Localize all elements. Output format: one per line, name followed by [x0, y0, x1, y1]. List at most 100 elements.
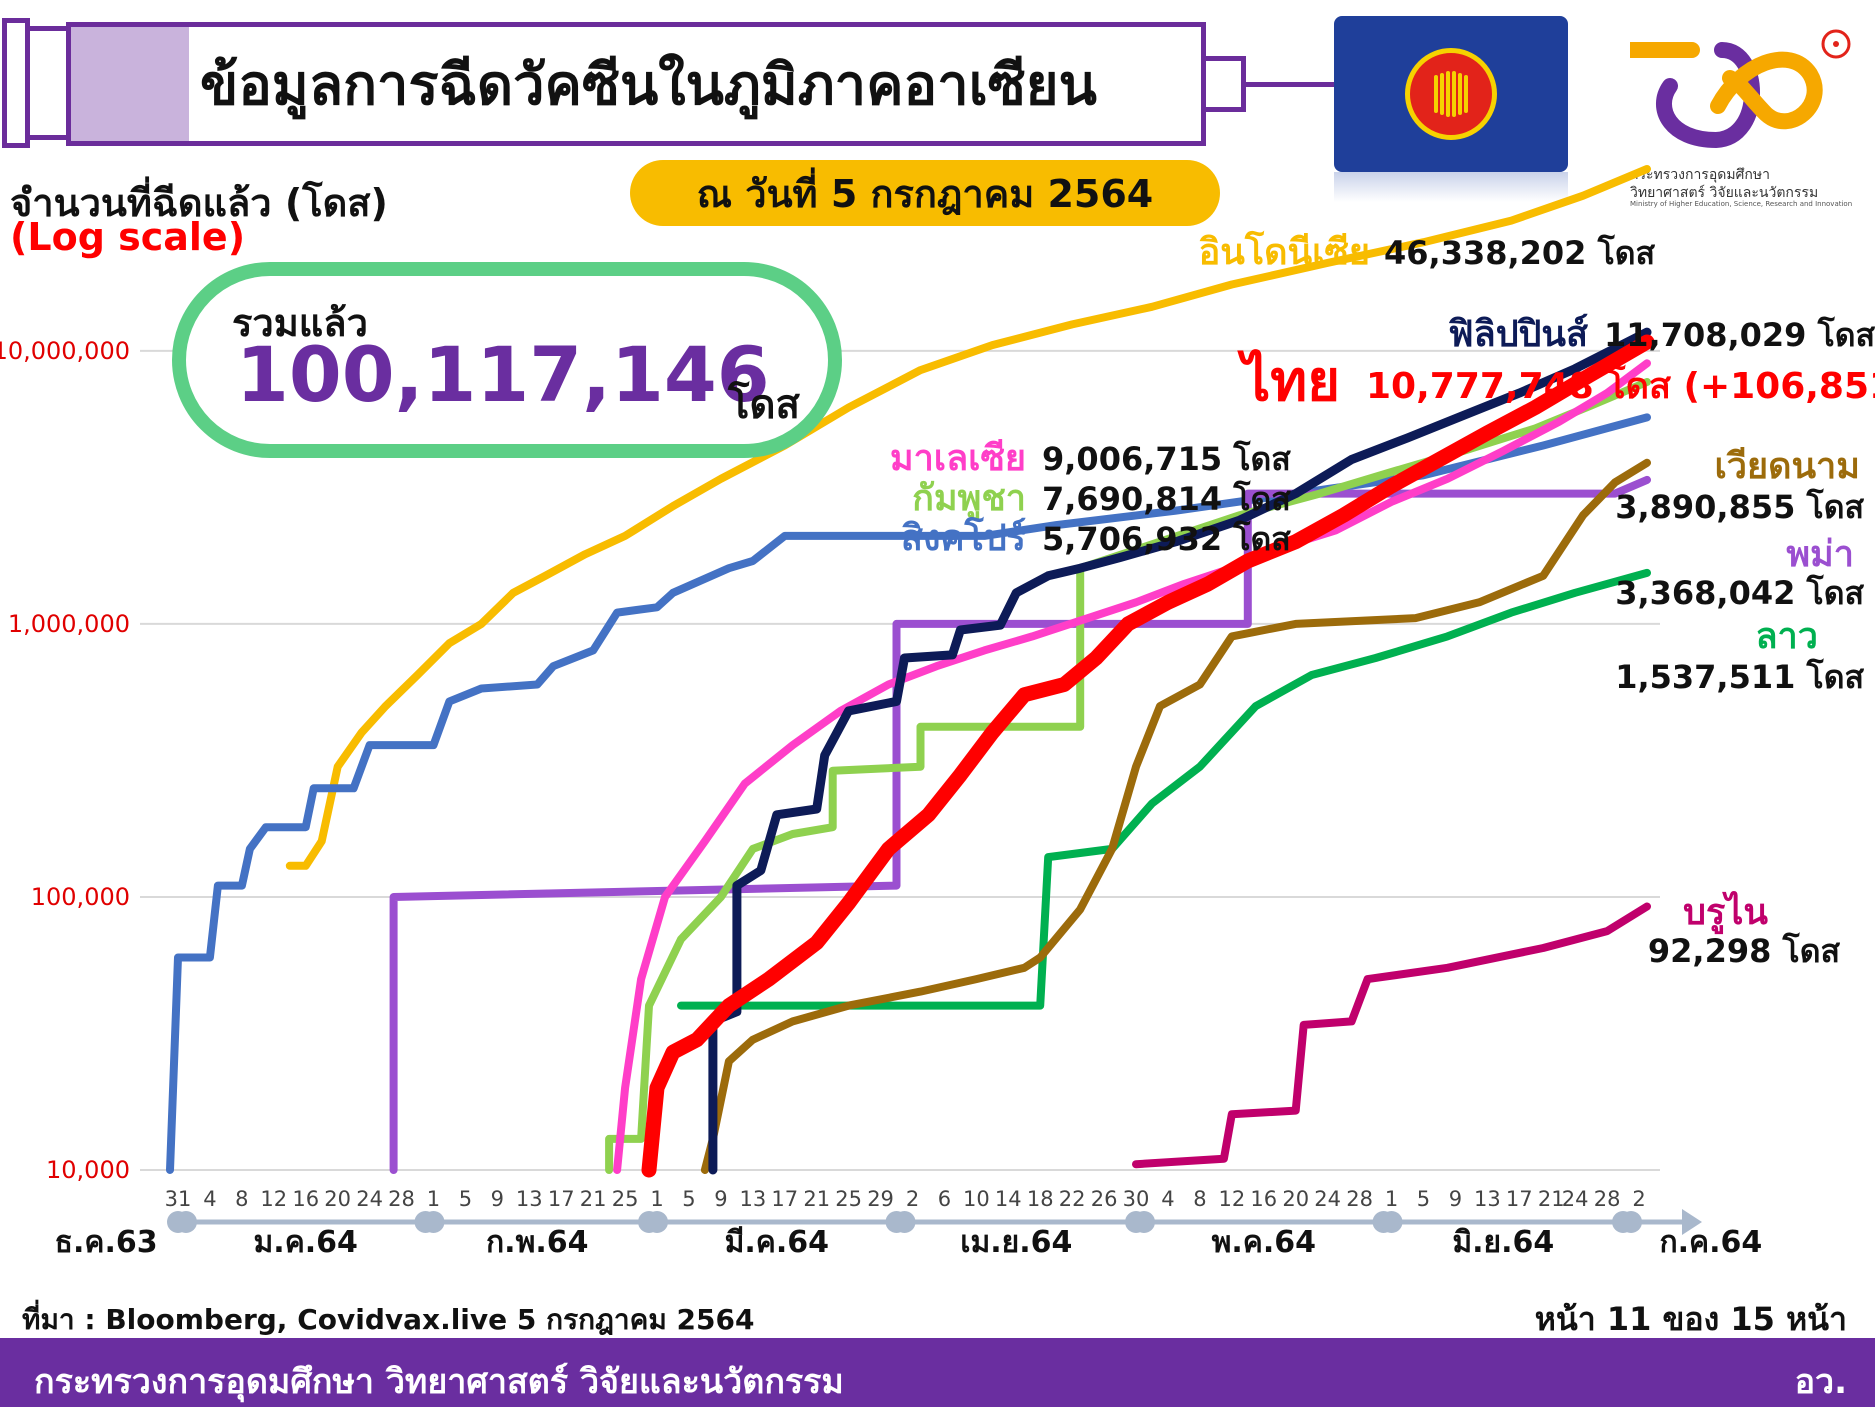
x-tick-label: 12 [1218, 1187, 1245, 1211]
x-tick-label: 1 [427, 1187, 440, 1211]
x-tick-label: 9 [714, 1187, 727, 1211]
x-tick-label: 21 [1538, 1187, 1565, 1211]
x-tick-label: 28 [1594, 1187, 1621, 1211]
month-boundary-dot [1380, 1211, 1403, 1233]
x-tick-label: 16 [1250, 1187, 1277, 1211]
footer-abbr: อว. [1794, 1362, 1847, 1402]
series-line [285, 165, 1651, 870]
month-label: ก.พ.64 [486, 1225, 588, 1260]
month-label: ม.ค.64 [254, 1225, 358, 1260]
month-boundary-dot [174, 1211, 197, 1233]
month-boundary-dot [893, 1211, 916, 1233]
source-note: ที่มา : Bloomberg, Covidvax.live 5 กรกฎา… [22, 1303, 755, 1336]
x-tick-label: 16 [292, 1187, 319, 1211]
series-name-label: กัมพูชา [912, 478, 1026, 521]
series-value-label: 3,890,855 โดส [1615, 488, 1864, 526]
total-label: รวมแล้ว [232, 301, 368, 345]
series-name-label: ลาว [1756, 616, 1819, 657]
x-tick-label: 2 [906, 1187, 919, 1211]
logo-ministry-english: Ministry of Higher Education, Science, R… [1630, 200, 1853, 208]
series-name-label: สิงคโปร์ [901, 516, 1027, 559]
x-tick-label: 13 [516, 1187, 543, 1211]
x-tick-label: 4 [203, 1187, 216, 1211]
month-label: พ.ค.64 [1212, 1225, 1316, 1260]
y-tick-label: 10,000,000 [0, 337, 130, 365]
date-badge: ณ วันที่ 5 กรกฎาคม 2564 [630, 160, 1220, 226]
page-number: หน้า 11 ของ 15 หน้า [1534, 1300, 1847, 1338]
series-line [641, 334, 1655, 1178]
x-tick-label: 5 [682, 1187, 695, 1211]
footer-bar [0, 1338, 1875, 1407]
y-axis-label: จำนวนที่ฉีดแล้ว (โดส) [10, 181, 388, 225]
footer-ministry: กระทรวงการอุดมศึกษา วิทยาศาสตร์ วิจัยและ… [34, 1362, 844, 1402]
x-tick-label: 21 [580, 1187, 607, 1211]
flag-reflection [1334, 172, 1568, 202]
x-tick-label: 28 [388, 1187, 415, 1211]
x-tick-label: 1 [1385, 1187, 1398, 1211]
x-tick-label: 13 [1474, 1187, 1501, 1211]
month-boundary-dot [422, 1211, 445, 1233]
series-line [389, 475, 1651, 1174]
log-scale-note: (Log scale) [10, 215, 246, 259]
asean-emblem-icon [1405, 48, 1497, 140]
series-lines [166, 165, 1655, 1178]
x-tick-label: 25 [612, 1187, 639, 1211]
total-doses-badge [172, 262, 842, 458]
x-tick-label: 8 [235, 1187, 248, 1211]
month-boundary-dot [646, 1211, 669, 1233]
x-tick-label: 24 [1562, 1187, 1589, 1211]
x-tick-label: 25 [835, 1187, 862, 1211]
x-axis-arrow [1682, 1209, 1702, 1235]
x-tick-label: 26 [1091, 1187, 1118, 1211]
x-tick-label: 2 [1632, 1187, 1645, 1211]
series-value-label: 5,706,932 โดส [1042, 520, 1291, 558]
series-name-label: ไทย [1237, 348, 1340, 414]
series-name-label: อินโดนีเซีย [1199, 230, 1370, 273]
month-label: ก.ค.64 [1659, 1225, 1762, 1260]
series-line [1132, 902, 1651, 1169]
syringe-rod [30, 26, 66, 140]
series-value-label: 9,006,715 โดส [1042, 440, 1291, 478]
month-label: เม.ย.64 [960, 1225, 1072, 1260]
page-title: ข้อมูลการฉีดวัคซีนในภูมิภาคอาเซียน [200, 53, 1097, 118]
x-axis: 31 4 8 12 16 20 24 28 1 5 9 13 17 21 25 1 5 9 13 17 21 25 29 2 6… [55, 1187, 1763, 1260]
x-tick-label: 24 [1314, 1187, 1341, 1211]
x-tick-label: 17 [1506, 1187, 1533, 1211]
series-name-label: ฟิลิปปินส์ [1448, 313, 1588, 355]
series-name-label: พม่า [1786, 534, 1854, 575]
month-label: ธ.ค.63 [55, 1225, 158, 1260]
month-boundary-dot [1133, 1211, 1156, 1233]
x-tick-label: 5 [459, 1187, 472, 1211]
x-tick-label: 12 [260, 1187, 287, 1211]
series-line [700, 458, 1651, 1174]
series-name-label: มาเลเซีย [890, 438, 1026, 479]
syringe-needle [1246, 82, 1342, 87]
y-tick-label: 10,000 [46, 1156, 130, 1184]
month-label: มี.ค.64 [725, 1225, 829, 1260]
x-tick-label: 8 [1193, 1187, 1206, 1211]
x-tick-label: 6 [938, 1187, 951, 1211]
y-tick-label: 100,000 [31, 883, 130, 911]
series-line [677, 568, 1651, 1010]
series-value-label: 46,338,202 โดส [1384, 234, 1656, 272]
series-line [613, 359, 1651, 1174]
x-tick-label: 9 [1449, 1187, 1462, 1211]
x-tick-label: 5 [1417, 1187, 1430, 1211]
month-label: มิ.ย.64 [1452, 1225, 1554, 1260]
x-tick-label: 17 [771, 1187, 798, 1211]
ministry-logo-icon [1630, 29, 1851, 149]
logo-ministry-line2: วิทยาศาสตร์ วิจัยและนวัตกรรม [1630, 185, 1819, 201]
series-value-label: 3,368,042 โดส [1615, 574, 1864, 612]
x-tick-label: 30 [1123, 1187, 1150, 1211]
x-tick-label: 14 [995, 1187, 1022, 1211]
x-tick-label: 28 [1346, 1187, 1373, 1211]
x-tick-label: 20 [324, 1187, 351, 1211]
x-tick-label: 31 [165, 1187, 192, 1211]
syringe-plunger [2, 18, 30, 148]
series-value-label: 11,708,029 โดส [1604, 316, 1875, 354]
series-line [708, 327, 1652, 1175]
total-value: 100,117,146 [236, 330, 770, 419]
series-value-label: 10,777,748 โดส (+106,851) [1366, 364, 1875, 407]
